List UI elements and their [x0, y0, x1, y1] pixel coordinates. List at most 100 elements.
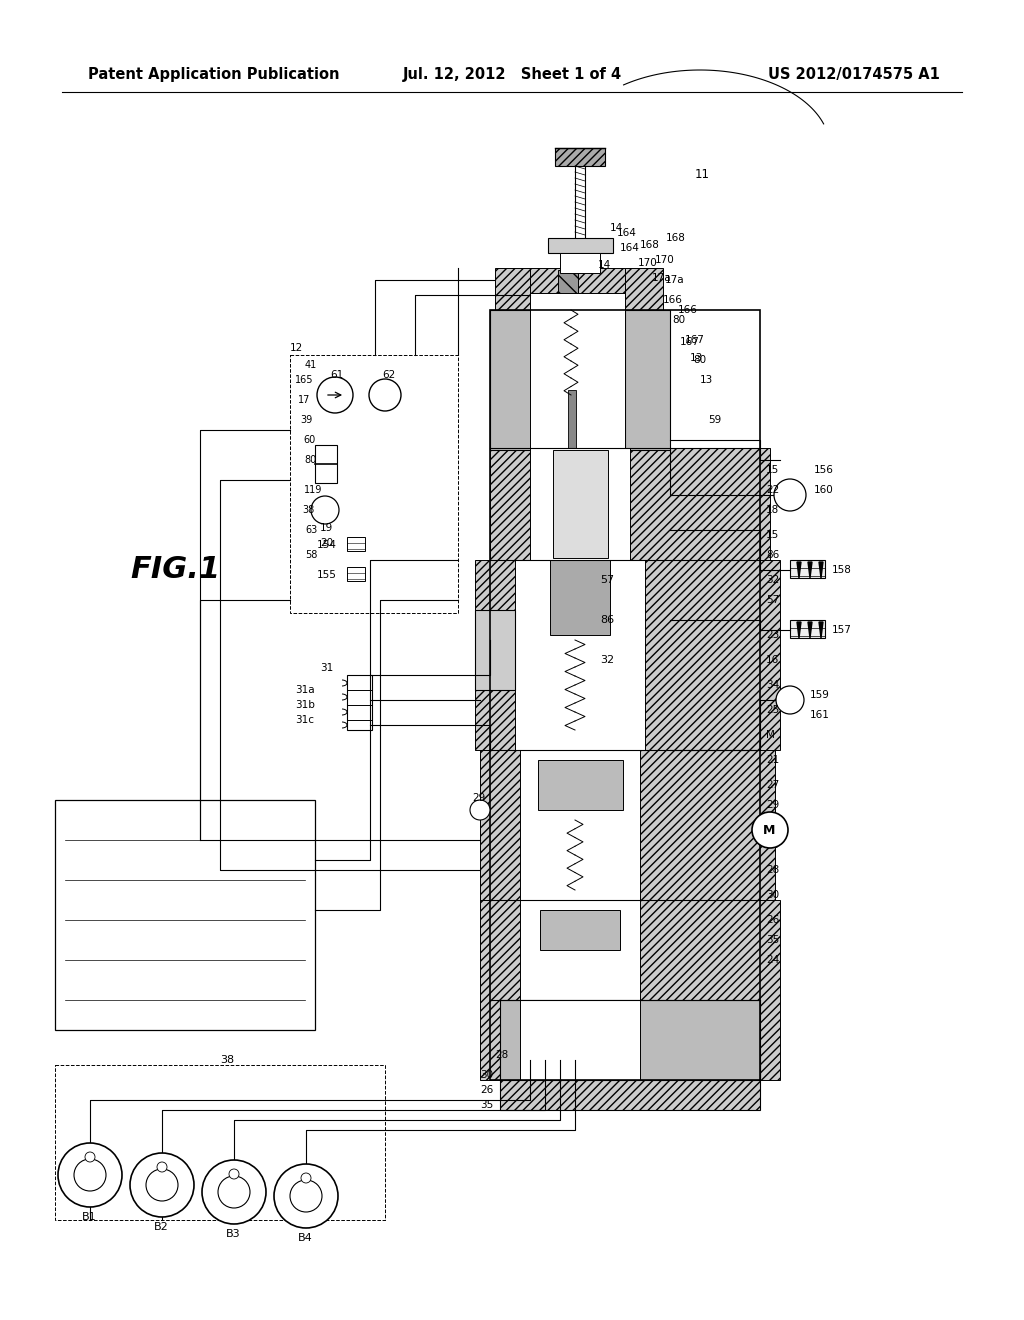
Text: FIG.1: FIG.1	[130, 556, 220, 585]
Text: 157: 157	[831, 624, 852, 635]
Bar	[550, 560, 610, 635]
Bar	[520, 900, 640, 1001]
Text: 62: 62	[382, 370, 395, 380]
Text: 80: 80	[304, 455, 316, 465]
Bar	[55, 800, 315, 1030]
Bar	[540, 909, 620, 950]
Text: 63: 63	[305, 525, 317, 535]
Bar	[475, 560, 780, 750]
Bar	[568, 389, 575, 450]
Text: 39: 39	[300, 414, 312, 425]
Text: 27: 27	[766, 780, 779, 789]
Text: 26: 26	[766, 915, 779, 925]
Bar	[553, 450, 608, 558]
Text: 170: 170	[655, 255, 675, 265]
Text: 32: 32	[766, 576, 779, 585]
Text: 28: 28	[495, 1049, 508, 1060]
Circle shape	[752, 812, 788, 847]
Text: 168: 168	[666, 234, 686, 243]
Polygon shape	[819, 622, 823, 638]
Text: 168: 168	[640, 240, 659, 249]
Text: 32: 32	[600, 655, 614, 665]
Text: 41: 41	[305, 360, 317, 370]
Text: 19: 19	[319, 523, 333, 533]
Text: 80: 80	[672, 315, 685, 325]
Circle shape	[85, 1152, 95, 1162]
Bar	[520, 1001, 640, 1080]
Bar	[625, 310, 670, 450]
Bar	[500, 1001, 760, 1080]
Bar	[520, 750, 640, 900]
Circle shape	[157, 1162, 167, 1172]
Text: 86: 86	[600, 615, 614, 624]
Circle shape	[274, 1164, 338, 1228]
Circle shape	[470, 800, 490, 820]
Text: 166: 166	[663, 294, 683, 305]
Circle shape	[74, 1159, 106, 1191]
Bar	[500, 1060, 760, 1110]
Text: 11: 11	[695, 169, 710, 181]
Bar	[490, 310, 760, 1080]
Text: 29: 29	[766, 800, 779, 810]
Text: 60: 60	[303, 436, 315, 445]
Bar	[480, 750, 775, 900]
Text: 35: 35	[480, 1100, 494, 1110]
Text: 159: 159	[810, 690, 829, 700]
Bar	[538, 760, 623, 810]
Bar	[530, 293, 625, 447]
Text: Jul. 12, 2012   Sheet 1 of 4: Jul. 12, 2012 Sheet 1 of 4	[402, 67, 622, 82]
Text: B4: B4	[298, 1233, 312, 1243]
Circle shape	[146, 1170, 178, 1201]
Circle shape	[301, 1173, 311, 1183]
Text: 58: 58	[305, 550, 317, 560]
Text: 28: 28	[766, 865, 779, 875]
Text: 25: 25	[766, 705, 779, 715]
Bar	[495, 268, 530, 447]
Text: 167: 167	[685, 335, 705, 345]
Text: M: M	[766, 730, 775, 741]
Bar	[490, 447, 770, 560]
Text: 31c: 31c	[295, 715, 314, 725]
Bar	[530, 268, 625, 293]
Text: 30: 30	[480, 1071, 494, 1080]
Text: 86: 86	[766, 550, 779, 560]
Circle shape	[369, 379, 401, 411]
Circle shape	[218, 1176, 250, 1208]
Text: B2: B2	[154, 1222, 169, 1232]
Circle shape	[202, 1160, 266, 1224]
Bar	[347, 568, 365, 581]
Text: 24: 24	[766, 954, 779, 965]
Polygon shape	[797, 562, 801, 578]
Text: 164: 164	[617, 228, 637, 238]
Text: B1: B1	[82, 1212, 96, 1222]
Bar	[550, 560, 610, 635]
Text: 31b: 31b	[295, 700, 314, 710]
Text: M: M	[763, 824, 775, 837]
Text: 36: 36	[766, 820, 779, 830]
Text: 15: 15	[766, 531, 779, 540]
Bar	[790, 620, 825, 638]
Circle shape	[290, 1180, 322, 1212]
Text: 170: 170	[638, 257, 657, 268]
Text: 38: 38	[220, 1055, 234, 1065]
Text: US 2012/0174575 A1: US 2012/0174575 A1	[768, 67, 940, 82]
Polygon shape	[797, 622, 801, 638]
Text: 34: 34	[766, 680, 779, 690]
Bar	[490, 310, 535, 450]
Circle shape	[776, 686, 804, 714]
Text: 38: 38	[302, 506, 314, 515]
Text: 26: 26	[480, 1085, 494, 1096]
Text: 31: 31	[319, 663, 333, 673]
Text: 165: 165	[295, 375, 313, 385]
Text: 155: 155	[317, 570, 337, 579]
Bar	[347, 675, 372, 730]
Text: 17a: 17a	[665, 275, 685, 285]
Bar	[538, 760, 623, 810]
Bar	[515, 560, 645, 750]
Bar	[790, 560, 825, 578]
Text: 57: 57	[600, 576, 614, 585]
Bar	[625, 268, 663, 447]
Text: 59: 59	[708, 414, 721, 425]
Text: 30: 30	[766, 890, 779, 900]
Circle shape	[130, 1152, 194, 1217]
